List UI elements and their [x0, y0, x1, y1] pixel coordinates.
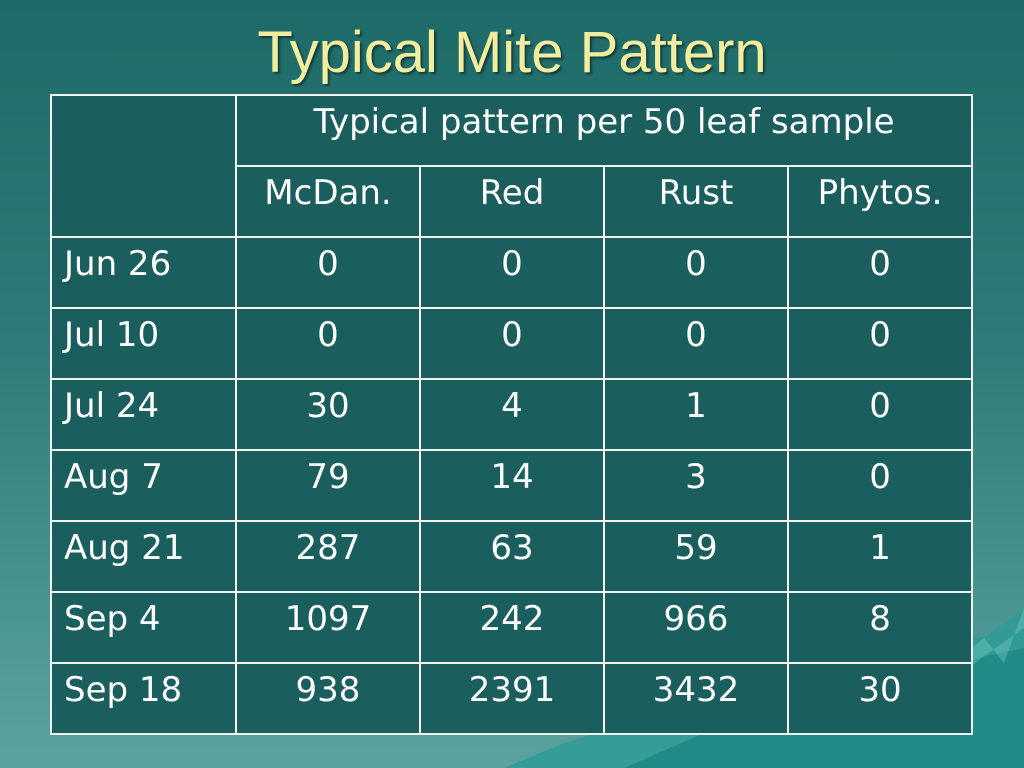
column-header: McDan.	[235, 165, 421, 238]
table-cell: 0	[235, 307, 421, 380]
table-row: Jul 10 0 0 0 0	[50, 307, 974, 380]
table-row: Jul 24 30 4 1 0	[50, 378, 974, 451]
table-cell: 966	[603, 591, 789, 664]
table-cell: 0	[235, 236, 421, 309]
table-cell: 0	[603, 236, 789, 309]
table-header-row-group: Typical pattern per 50 leaf sample	[50, 94, 974, 238]
row-label: Jul 10	[50, 307, 237, 380]
table-cell: 0	[786, 236, 974, 309]
mite-data-table: Typical pattern per 50 leaf sample McDan…	[50, 94, 974, 735]
table-row: Jun 26 0 0 0 0	[50, 236, 974, 309]
table-cell: 1097	[235, 591, 421, 664]
table-cell: 4	[419, 378, 605, 451]
table-cell: 14	[419, 449, 605, 522]
table-cell: 0	[786, 307, 974, 380]
table-row: Aug 7 79 14 3 0	[50, 449, 974, 522]
table-cell: 59	[603, 520, 789, 593]
row-label: Jun 26	[50, 236, 237, 309]
table-cell: 2391	[419, 662, 605, 735]
table-header-row-columns: McDan. Red Rust Phytos.	[51, 165, 974, 238]
row-label: Sep 18	[50, 662, 237, 735]
table-cell: 63	[419, 520, 605, 593]
table-row: Sep 4 1097 242 966 8	[50, 591, 974, 664]
table-cell: 287	[235, 520, 421, 593]
table-group-header: Typical pattern per 50 leaf sample	[234, 94, 974, 167]
column-header: Rust	[603, 165, 789, 238]
column-header: Phytos.	[786, 165, 974, 238]
table-row: Sep 18 938 2391 3432 30	[50, 662, 974, 735]
table-cell: 242	[419, 591, 605, 664]
table-corner-cell	[50, 94, 237, 238]
table-cell: 3	[603, 449, 789, 522]
table-cell: 0	[786, 449, 974, 522]
table-cell: 3432	[603, 662, 789, 735]
row-label: Aug 21	[50, 520, 237, 593]
row-label: Jul 24	[50, 378, 237, 451]
table-cell: 30	[786, 662, 974, 735]
table-cell: 8	[786, 591, 974, 664]
row-label: Aug 7	[50, 449, 237, 522]
table-cell: 1	[603, 378, 789, 451]
column-header: Red	[419, 165, 605, 238]
slide-title: Typical Mite Pattern	[257, 20, 767, 85]
table-cell: 0	[419, 236, 605, 309]
table-cell: 938	[235, 662, 421, 735]
row-label: Sep 4	[50, 591, 237, 664]
table-cell: 0	[603, 307, 789, 380]
table-cell: 79	[235, 449, 421, 522]
table-cell: 1	[786, 520, 974, 593]
table-cell: 30	[235, 378, 421, 451]
table-cell: 0	[786, 378, 974, 451]
table-row: Aug 21 287 63 59 1	[50, 520, 974, 593]
table-cell: 0	[419, 307, 605, 380]
